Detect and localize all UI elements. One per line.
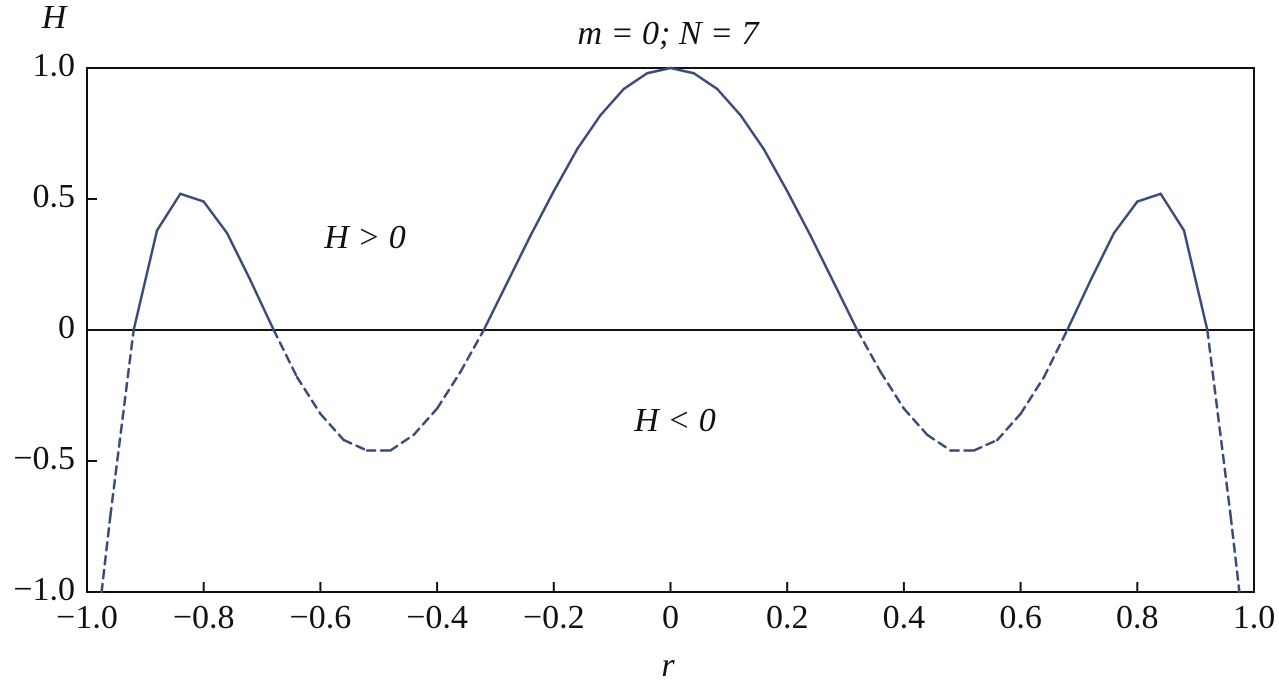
y-tick-label: −1.0	[13, 571, 75, 608]
curve-segment	[622, 71, 649, 91]
x-tick-label: −0.4	[406, 599, 468, 636]
curve-segment	[879, 370, 906, 410]
x-tick-label: 0.8	[1116, 599, 1159, 636]
curve-segment	[785, 189, 812, 237]
curve-segment	[855, 328, 882, 374]
curve-segment	[342, 438, 369, 452]
curve-segment	[925, 433, 952, 452]
curve-segment	[1112, 200, 1139, 235]
curve-segment	[1229, 514, 1241, 594]
curve-segment	[109, 328, 135, 518]
curve-segment	[1042, 328, 1069, 379]
chart-title: m = 0; N = 7	[578, 15, 761, 52]
curve-segment	[809, 234, 836, 285]
curve-segment	[225, 231, 252, 282]
curve-segment	[599, 87, 626, 117]
curve-segment	[179, 192, 205, 203]
x-tick-label: −0.6	[290, 599, 352, 636]
curve-segment	[249, 278, 275, 332]
x-tick-label: 1.0	[1233, 599, 1276, 636]
curve-segment	[645, 66, 672, 75]
x-tick-label: −0.8	[173, 599, 235, 636]
curve-segment	[202, 200, 229, 235]
y-tick-label: −0.5	[13, 440, 75, 477]
curve-segment	[692, 71, 719, 91]
curve-segment	[1089, 231, 1116, 282]
curve-segment	[412, 407, 439, 437]
curve-segment	[1159, 192, 1186, 232]
curve-segment	[482, 281, 509, 332]
curve-segment	[1066, 278, 1092, 332]
y-tick-label: 0.5	[33, 178, 76, 215]
curve-segment	[1182, 229, 1209, 332]
curve-segment	[155, 192, 182, 232]
y-tick-label: 1.0	[33, 47, 76, 84]
curve-segment	[1019, 375, 1046, 416]
curve-segment	[319, 412, 345, 442]
curve-segment	[715, 87, 742, 117]
curve-segment	[972, 438, 999, 452]
curve-segment	[529, 189, 556, 237]
curve-segment	[389, 433, 416, 452]
x-tick-label: 0	[662, 599, 679, 636]
x-tick-label: −0.2	[523, 599, 585, 636]
curve-segment	[832, 281, 859, 332]
curve-segment	[132, 229, 159, 332]
curve-segment	[505, 234, 532, 285]
curve-segment	[669, 66, 696, 75]
y-tick-label: 0	[58, 309, 75, 346]
curve-segment	[902, 407, 929, 437]
x-tick-label: 0.2	[766, 599, 809, 636]
curve-segment	[739, 113, 766, 151]
curve-segment	[1206, 328, 1232, 518]
x-tick-label: 0.6	[999, 599, 1042, 636]
curve-segment	[272, 328, 299, 379]
annotation: H > 0	[323, 219, 406, 256]
x-axis-label: r	[661, 647, 675, 684]
curve-segment	[762, 147, 789, 193]
curve-segment	[295, 375, 322, 416]
curve-segment	[435, 370, 462, 410]
curve-segment	[459, 328, 486, 374]
curve-segment	[100, 514, 112, 594]
annotation: H < 0	[633, 402, 716, 439]
curve-segment	[552, 147, 579, 193]
curve-segment	[575, 113, 602, 151]
x-tick-label: 0.4	[883, 599, 926, 636]
y-axis-label: H	[41, 0, 69, 36]
curve-segment	[996, 412, 1022, 442]
curve-segment	[1136, 192, 1162, 203]
x-tick-label: −1.0	[56, 599, 118, 636]
